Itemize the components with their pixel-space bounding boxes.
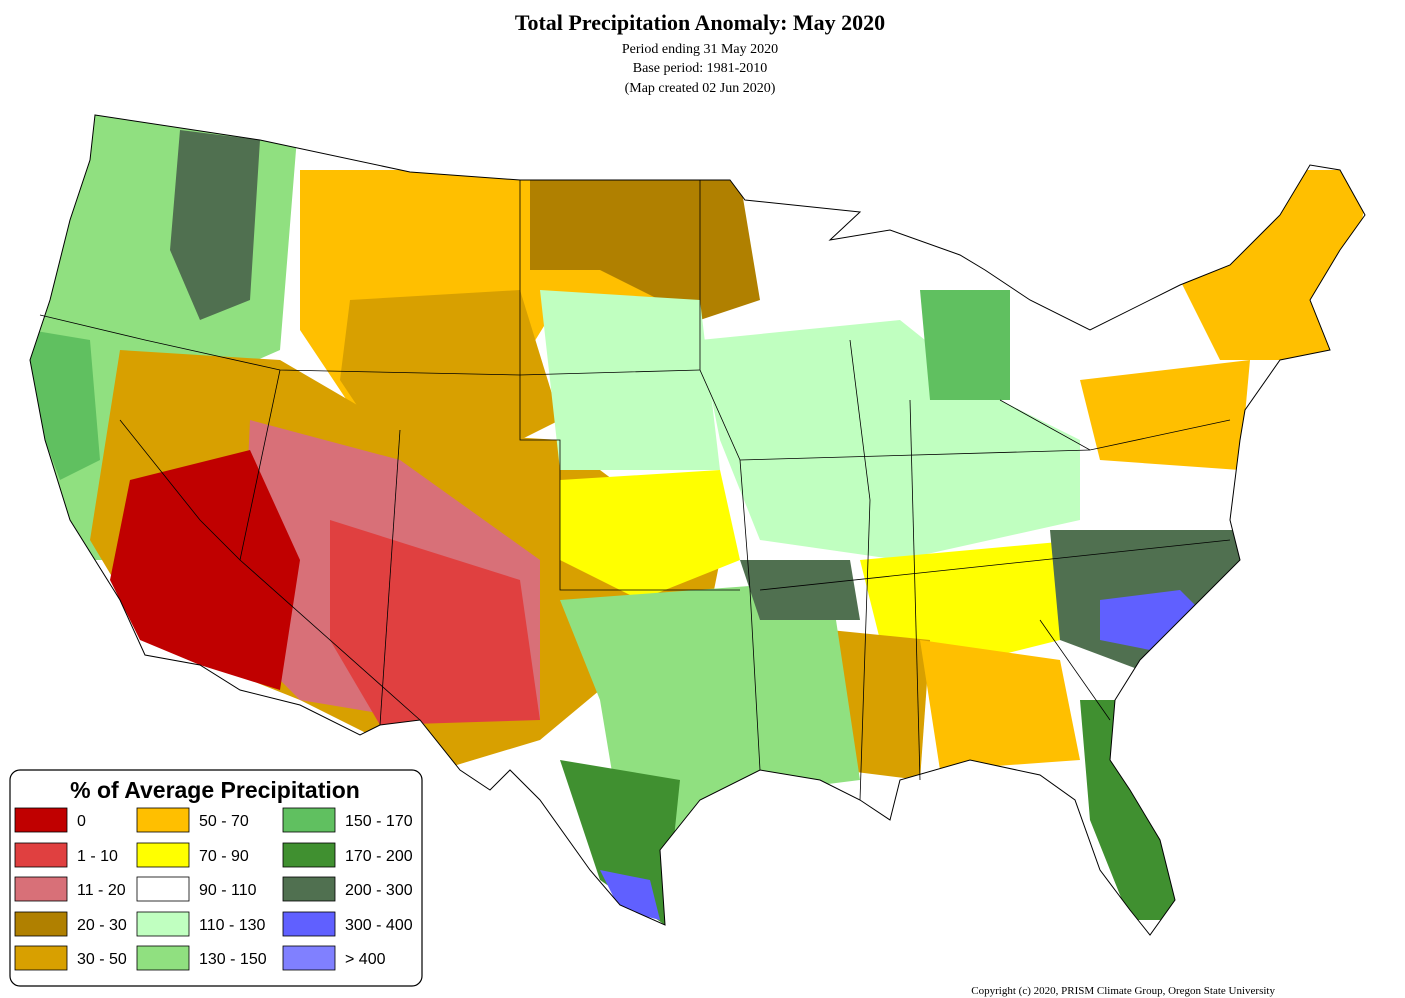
- legend-swatch: [14, 842, 68, 868]
- legend-label: 70 - 90: [199, 848, 249, 865]
- legend-swatch: [282, 911, 336, 937]
- legend-swatch: [14, 807, 68, 833]
- legend-swatch: [136, 842, 190, 868]
- legend-label: 30 - 50: [77, 951, 127, 968]
- legend-label: 300 - 400: [345, 917, 413, 934]
- legend-swatch: [136, 911, 190, 937]
- legend-swatch: [282, 807, 336, 833]
- legend-swatch: [14, 876, 68, 902]
- legend-swatch: [282, 876, 336, 902]
- legend-swatch: [282, 842, 336, 868]
- subtitle: Period ending 31 May 2020: [622, 42, 778, 57]
- legend-swatch: [136, 876, 190, 902]
- legend-title: % of Average Precipitation: [70, 777, 360, 803]
- legend-label: 90 - 110: [199, 882, 257, 899]
- legend-swatch: [14, 911, 68, 937]
- legend-label: 1 - 10: [77, 848, 118, 865]
- subtitle: (Map created 02 Jun 2020): [625, 81, 776, 96]
- legend-label: 130 - 150: [199, 951, 267, 968]
- legend-swatch: [282, 945, 336, 971]
- legend-items: 0 1 - 10 11 - 20 20 - 30 30 - 50 50 - 70 70 - …: [14, 807, 413, 971]
- state-borders: [39, 180, 1231, 801]
- legend-label: 50 - 70: [199, 813, 249, 830]
- legend-swatch: [14, 945, 68, 971]
- copyright: Copyright (c) 2020, PRISM Climate Group,…: [971, 985, 1275, 997]
- legend-label: 20 - 30: [77, 917, 127, 934]
- legend-label: 110 - 130: [199, 917, 266, 934]
- legend-label: 200 - 300: [345, 882, 413, 899]
- legend-swatch: [136, 945, 190, 971]
- legend-swatch: [136, 807, 190, 833]
- legend-label: 11 - 20: [77, 882, 126, 899]
- subtitle: Base period: 1981-2010: [633, 61, 768, 76]
- legend-label: 150 - 170: [345, 813, 413, 830]
- legend-label: 0: [77, 813, 86, 830]
- legend-label: > 400: [345, 951, 386, 968]
- map-title: Total Precipitation Anomaly: May 2020: [515, 10, 885, 35]
- us-outline: [29, 114, 1366, 936]
- legend-label: 170 - 200: [345, 848, 413, 865]
